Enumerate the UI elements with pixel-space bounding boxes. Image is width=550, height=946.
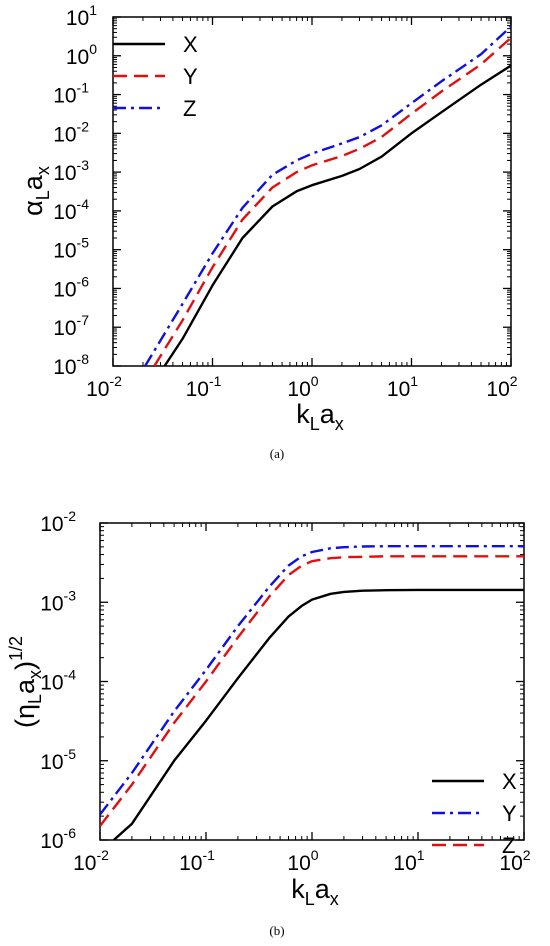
y-axis-title: αL​ax​: [18, 166, 53, 216]
y-tick-label: 10-5: [40, 746, 76, 774]
x-tick-label: 10-2: [73, 847, 109, 875]
legend-label-x: X: [502, 769, 517, 794]
panel-caption: (b): [269, 923, 284, 938]
legend-label-x: X: [183, 32, 198, 57]
y-tick-label: 101: [66, 2, 97, 30]
y-tick-label: 10-5: [53, 235, 89, 263]
x-tick-label: 10-1: [186, 373, 222, 401]
chart-panel-a: 10-2 10-1 100 101 102 10-8 10-7 10-6 10-5 10-4 10-…: [18, 2, 518, 461]
y-tick-label: 10-7: [53, 312, 89, 340]
y-tick-label: 10-6: [53, 273, 89, 301]
series-line-x: [112, 588, 524, 840]
y-tick-label: 10-3: [53, 157, 89, 185]
legend-label-z: Z: [183, 96, 196, 121]
plot-frame: [99, 522, 525, 841]
y-tick-label: 100: [66, 41, 97, 69]
legend-label-y: Y: [183, 64, 198, 89]
y-tick-label: 10-2: [40, 508, 76, 536]
legend-label-z: Z: [502, 833, 515, 858]
series-line-y: [153, 36, 511, 366]
panel-caption: (a): [270, 446, 284, 461]
y-tick-label: 10-4: [53, 196, 89, 224]
y-tick-label: 10-1: [53, 80, 89, 108]
chart-panel-b: 10-2 10-1 100 101 102 10-6 10-5 10-4 10-3 10-2 XYZ…: [6, 508, 531, 938]
plot-frame: [112, 16, 512, 367]
y-tick-label: 10-3: [40, 587, 76, 615]
x-tick-label: 10-2: [86, 373, 122, 401]
x-axis-title: kL​ax​: [291, 874, 339, 909]
x-tick-label: 100: [287, 373, 318, 401]
x-axis-title: kL​ax​: [296, 399, 344, 434]
x-tick-label: 102: [486, 373, 517, 401]
y-tick-label: 10-6: [40, 825, 76, 853]
x-tick-label: 10-1: [179, 847, 215, 875]
x-tick-label: 101: [387, 373, 418, 401]
y-tick-label: 10-4: [40, 667, 76, 695]
y-tick-label: 10-8: [53, 351, 89, 379]
x-tick-label: 100: [287, 847, 318, 875]
y-tick-label: 10-2: [53, 118, 89, 146]
legend-label-y: Y: [502, 801, 517, 826]
y-axis-title: (ηL​ax)1/2: [6, 636, 45, 728]
series-line-y: [100, 544, 524, 816]
x-tick-label: 101: [393, 847, 424, 875]
series-line-z: [144, 25, 511, 366]
x-tick-label: 102: [499, 847, 530, 875]
series-line-x: [163, 64, 511, 366]
series-line-z: [100, 555, 524, 827]
